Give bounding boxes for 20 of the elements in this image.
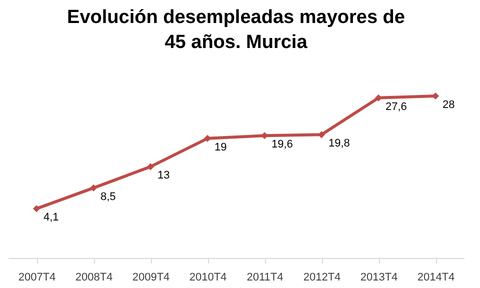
x-tick-label: 2008T4 xyxy=(75,272,113,284)
data-label: 4,1 xyxy=(44,212,59,224)
x-tick-label: 2014T4 xyxy=(417,272,455,284)
data-label: 19 xyxy=(214,141,227,154)
data-label: 19,8 xyxy=(328,138,350,150)
data-label: 13 xyxy=(158,170,170,182)
data-label: 19,6 xyxy=(272,138,293,151)
data-label: 28 xyxy=(442,99,455,111)
x-tick-label: 2012T4 xyxy=(303,272,341,284)
x-tick-label: 2011T4 xyxy=(246,272,284,284)
chart-title: Evolución desempleadas mayores de 45 años. Murcia xyxy=(67,7,405,53)
data-label: 8,5 xyxy=(100,190,116,203)
point xyxy=(90,184,98,192)
x-tick-label: 2009T4 xyxy=(132,272,170,284)
x-tick-label: 2010T4 xyxy=(189,272,227,284)
data-label: 27,6 xyxy=(386,100,407,113)
point xyxy=(146,163,154,170)
x-tick-label: 2007T4 xyxy=(18,272,56,284)
point xyxy=(32,205,40,212)
x-tick-label: 2013T4 xyxy=(360,272,398,284)
